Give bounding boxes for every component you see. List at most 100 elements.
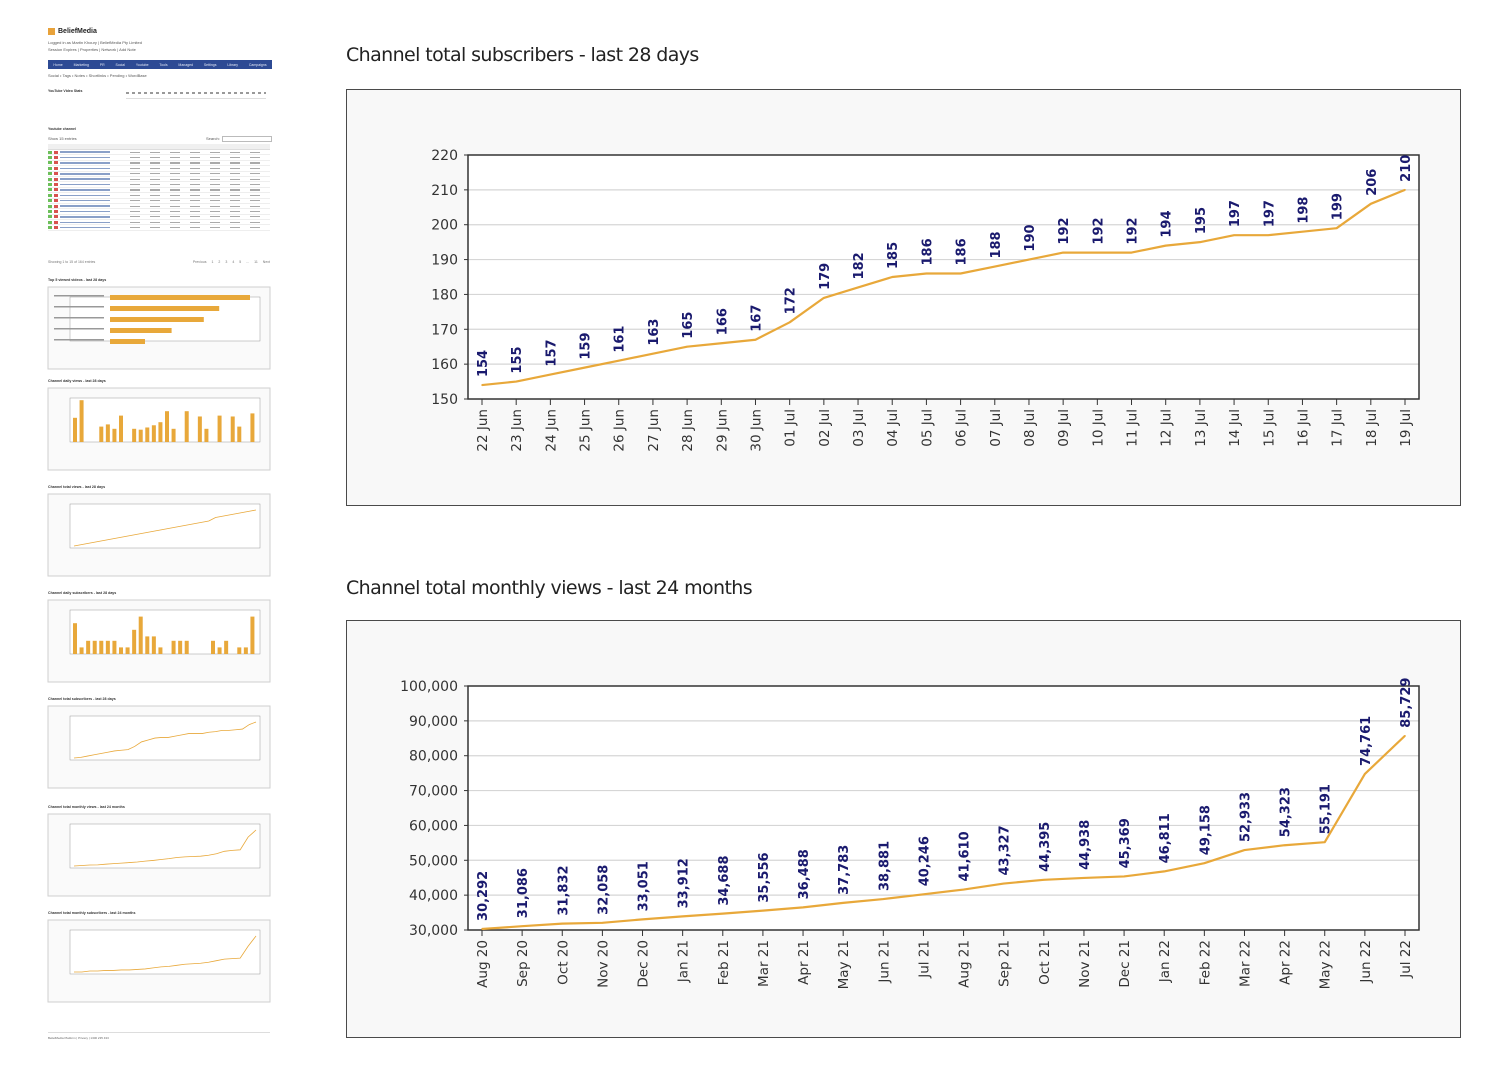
nav-item[interactable]: Home: [53, 62, 63, 67]
search-input[interactable]: [222, 136, 272, 142]
page-link[interactable]: Previous: [192, 260, 207, 264]
mini-bar: [250, 413, 255, 442]
chart-monthly-views: 30,000 40,000 50,000 60,000 70,000 80,000 90,0…: [346, 620, 1461, 1038]
play-icon[interactable]: [48, 220, 52, 224]
video-title[interactable]: [60, 167, 110, 170]
table-row[interactable]: [48, 188, 270, 194]
data-point: [1083, 877, 1085, 879]
x-tick-label: 06 Jul: [954, 409, 970, 447]
play-icon[interactable]: [48, 204, 52, 208]
page-link[interactable]: 11: [254, 260, 258, 264]
brand[interactable]: BeliefMedia: [48, 28, 97, 35]
video-title[interactable]: [60, 194, 110, 197]
video-title[interactable]: [60, 173, 110, 175]
data-label: 167: [749, 305, 764, 332]
play-icon[interactable]: [48, 166, 52, 170]
x-tick-label: Jul 21: [916, 940, 932, 979]
nav-item[interactable]: Marketing: [73, 62, 89, 67]
y-tick-label: 60,000: [409, 818, 458, 834]
video-title[interactable]: [60, 199, 110, 202]
nav-item[interactable]: Social: [115, 62, 126, 67]
page-link[interactable]: 1: [211, 260, 214, 264]
data-point: [1370, 203, 1372, 205]
table-row[interactable]: [48, 166, 270, 172]
data-point: [681, 915, 684, 918]
nav-item[interactable]: Managed: [178, 62, 194, 67]
nav-item[interactable]: Tools: [159, 62, 168, 67]
table-row[interactable]: [48, 209, 270, 215]
page-link[interactable]: 3: [225, 260, 228, 264]
page-link[interactable]: 4: [232, 260, 235, 264]
youtube-icon: [54, 220, 58, 224]
video-title[interactable]: [60, 156, 110, 159]
table-row[interactable]: [48, 150, 270, 156]
y-tick-label: 70,000: [409, 784, 458, 800]
page-link[interactable]: 2: [218, 260, 221, 264]
sub-nav[interactable]: Social • Tags • Notes • Shortlinks • Pen…: [48, 73, 147, 78]
video-title[interactable]: [60, 210, 110, 213]
table-row[interactable]: [48, 161, 270, 167]
show-entries-select[interactable]: Show 15 entries: [48, 136, 77, 141]
page-link[interactable]: Next: [262, 260, 270, 264]
play-icon[interactable]: [48, 215, 52, 219]
x-tick-label: Oct 20: [555, 940, 571, 985]
data-point: [1364, 773, 1366, 775]
y-tick-label: 80,000: [409, 749, 458, 765]
table-row[interactable]: [48, 225, 270, 231]
table-row[interactable]: [48, 177, 270, 183]
play-icon[interactable]: [48, 150, 52, 154]
nav-item[interactable]: Youtube: [135, 62, 149, 67]
video-title[interactable]: [60, 151, 110, 153]
play-icon[interactable]: [48, 188, 52, 192]
youtube-icon: [54, 156, 58, 160]
play-icon[interactable]: [48, 156, 52, 160]
x-tick-label: 11 Jul: [1125, 409, 1141, 447]
table-row[interactable]: [48, 204, 270, 210]
data-label: 194: [1160, 210, 1175, 237]
data-label: 31,086: [516, 868, 531, 918]
y-tick-label: 210: [431, 183, 458, 199]
video-title[interactable]: [60, 178, 110, 180]
play-icon[interactable]: [48, 172, 52, 176]
video-title[interactable]: [60, 216, 110, 218]
mini-bar: [119, 647, 123, 654]
video-title[interactable]: [60, 183, 110, 186]
play-icon[interactable]: [48, 199, 52, 203]
table-row[interactable]: [48, 172, 270, 177]
video-title[interactable]: [60, 189, 110, 191]
page-link[interactable]: 5: [239, 260, 242, 264]
play-icon[interactable]: [48, 183, 52, 187]
video-title[interactable]: [60, 162, 110, 164]
table-row[interactable]: [48, 215, 270, 221]
play-icon[interactable]: [48, 161, 52, 165]
nav-item[interactable]: Campaigns: [248, 62, 267, 67]
table-row[interactable]: [48, 182, 270, 188]
nav-item[interactable]: Library: [227, 62, 239, 67]
page-link[interactable]: ...: [246, 260, 250, 264]
data-point: [1283, 844, 1286, 847]
x-tick-label: 19 Jul: [1398, 409, 1414, 447]
play-icon[interactable]: [48, 177, 52, 181]
play-icon[interactable]: [48, 226, 52, 230]
x-tick-label: Feb 21: [716, 940, 732, 985]
video-title[interactable]: [60, 221, 110, 224]
table-row[interactable]: [48, 193, 270, 199]
video-title[interactable]: [60, 226, 110, 229]
x-tick-label: 27 Jun: [646, 409, 662, 452]
table-row[interactable]: [48, 220, 270, 226]
chart-subscribers: 150 160 170 180 190 200 210 220 22 Jun 154 23 Jun 1…: [346, 89, 1461, 506]
play-icon[interactable]: [48, 193, 52, 197]
table-row[interactable]: [48, 155, 270, 161]
nav-item[interactable]: Settings: [203, 62, 217, 67]
video-title[interactable]: [60, 205, 110, 207]
nav-item[interactable]: PR: [99, 62, 105, 67]
x-tick-label: Dec 21: [1117, 940, 1133, 988]
x-tick-label: 22 Jun: [475, 409, 491, 452]
section-title-video-stats: YouTube Video Stats: [48, 89, 83, 93]
row-stats: [130, 210, 270, 213]
play-icon[interactable]: [48, 209, 52, 213]
video-stats-toolbar[interactable]: [126, 92, 266, 94]
table-row[interactable]: [48, 199, 270, 204]
x-tick-label: May 22: [1318, 940, 1334, 989]
mini-bar: [105, 424, 110, 442]
